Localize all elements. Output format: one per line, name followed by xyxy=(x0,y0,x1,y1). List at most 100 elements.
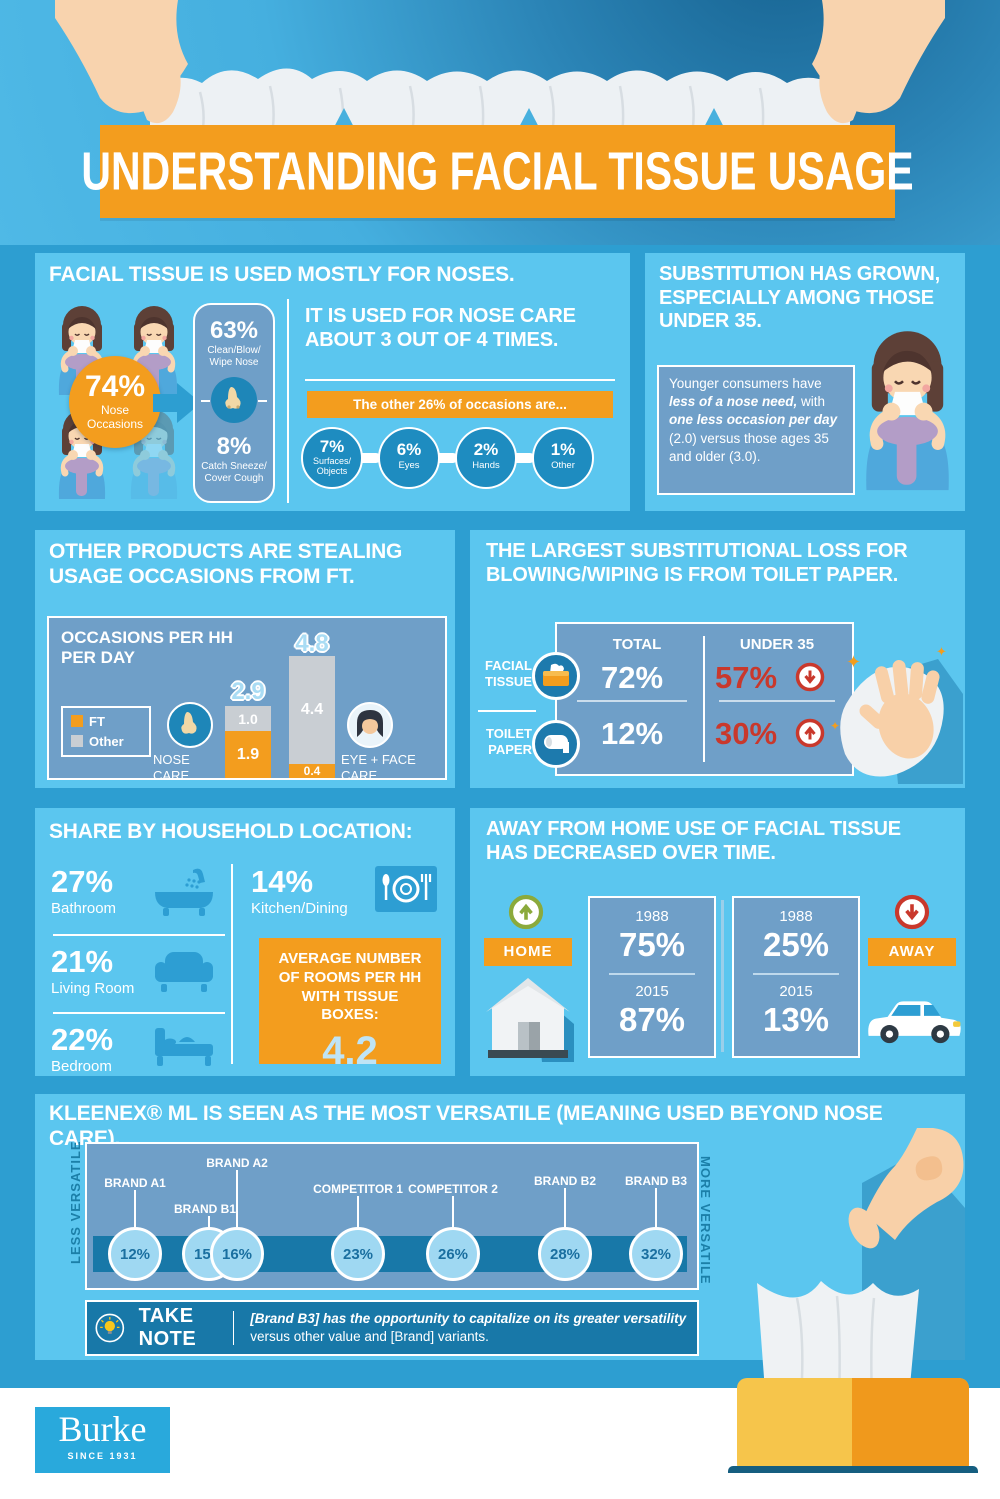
bed-icon xyxy=(155,1028,213,1066)
bar-category-label: NOSE CARE xyxy=(153,752,190,783)
page-title: UNDERSTANDING FACIAL TISSUE USAGE xyxy=(81,140,914,202)
away-years-panel: 1988 25% 2015 13% xyxy=(732,896,860,1058)
chart-title: OCCASIONS PER HH PER DAY xyxy=(61,628,233,668)
section-toilet-paper: THE LARGEST SUBSTITUTIONAL LOSS FOR BLOW… xyxy=(470,530,965,788)
tp-under35-value: 30% xyxy=(715,716,778,751)
brand-score: 28% xyxy=(538,1227,592,1281)
nose-icon xyxy=(167,702,213,748)
section-nose-usage: FACIAL TISSUE IS USED MOSTLY FOR NOSES. xyxy=(35,253,630,511)
row-label-toilet-paper: TOILET PAPER xyxy=(486,726,532,757)
take-note-label: TAKE NOTE xyxy=(138,1305,197,1350)
divider xyxy=(305,379,615,381)
section-heading: SUBSTITUTION HAS GROWN, ESPECIALLY AMONG… xyxy=(659,263,940,333)
brand-label: BRAND A1 xyxy=(104,1176,166,1190)
right-hand-icon xyxy=(812,0,945,124)
bar-total: 4.8 xyxy=(295,630,329,657)
versatility-scale-panel: BRAND A1 12% BRAND B1 15% BRAND A2 16% C… xyxy=(85,1142,699,1290)
nose-occasions-pct: 74% xyxy=(84,370,146,403)
section-versatility: KLEENEX® ML IS SEEN AS THE MOST VERSATIL… xyxy=(35,1094,965,1360)
toilet-paper-icon xyxy=(532,720,580,768)
section-substitution: SUBSTITUTION HAS GROWN, ESPECIALLY AMONG… xyxy=(645,253,965,511)
nose-occasions-badge: 74% Nose Occasions xyxy=(69,356,161,448)
col-header-under35: UNDER 35 xyxy=(739,636,815,653)
brand-score: 12% xyxy=(108,1227,162,1281)
chart-legend: FT Other xyxy=(61,706,151,757)
svg-text:✦: ✦ xyxy=(936,644,947,659)
stacked-bar-eye-face-care: 4.4 0.4 xyxy=(289,656,335,778)
brand-score: 26% xyxy=(426,1227,480,1281)
other-item-circle: 2% Hands xyxy=(455,427,517,489)
sofa-icon xyxy=(155,952,213,992)
stacked-bar-nose-care: 1.0 1.9 xyxy=(225,706,271,778)
avg-rooms-title: AVERAGE NUMBER OF ROOMS PER HH WITH TISS… xyxy=(278,950,422,1024)
tp-total-value: 12% xyxy=(600,716,664,751)
take-note-bar: TAKE NOTE [Brand B3] has the opportunity… xyxy=(85,1300,699,1356)
avg-rooms-value: 4.2 xyxy=(322,1029,378,1073)
avg-rooms-box: AVERAGE NUMBER OF ROOMS PER HH WITH TISS… xyxy=(259,938,441,1073)
section-heading: SHARE BY HOUSEHOLD LOCATION: xyxy=(49,820,413,843)
lightbulb-icon xyxy=(95,1313,125,1343)
house-icon xyxy=(486,978,574,1062)
left-hand-icon xyxy=(55,0,188,124)
household-item-kitchen: 14% Kitchen/Dining xyxy=(251,864,348,917)
brand-label: COMPETITOR 2 xyxy=(408,1182,498,1196)
arrow-right-icon xyxy=(153,394,177,412)
up-arrow-circled-icon xyxy=(795,718,825,748)
household-item-bedroom: 22% Bedroom xyxy=(51,1022,114,1075)
brand-label: BRAND B2 xyxy=(533,1174,597,1188)
section-heading: THE LARGEST SUBSTITUTIONAL LOSS FOR BLOW… xyxy=(486,540,908,586)
section-heading: OTHER PRODUCTS ARE STEALING USAGE OCCASI… xyxy=(49,540,403,588)
other-item-circle: 6% Eyes xyxy=(378,427,440,489)
wiping-hand-illustration: ✦ ✦ ✦ xyxy=(830,644,963,784)
title-banner: UNDERSTANDING FACIAL TISSUE USAGE xyxy=(81,125,914,218)
brand-label: BRAND B1 xyxy=(173,1202,237,1216)
other-item-circle: 1% Other xyxy=(532,427,594,489)
car-icon xyxy=(868,1001,961,1044)
other-occasions-bar: The other 26% of occasions are... xyxy=(307,391,613,418)
home-label: HOME xyxy=(484,938,572,966)
occasions-chart-panel: OCCASIONS PER HH PER DAY FT Other NOSE C… xyxy=(47,616,447,783)
eye-face-icon xyxy=(347,702,393,748)
burke-logo: Burke SINCE 1931 xyxy=(35,1407,170,1473)
take-note-text: [Brand B3] has the opportunity to capita… xyxy=(250,1310,687,1344)
nose-breakdown-panel: 63% Clean/Blow/ Wipe Nose 8% Catch Sneez… xyxy=(193,303,275,503)
row-label-facial-tissue: FACIAL TISSUE xyxy=(485,658,532,689)
brand-label: BRAND B3 xyxy=(624,1174,688,1188)
section-stealing: OTHER PRODUCTS ARE STEALING USAGE OCCASI… xyxy=(35,530,455,788)
nose-icon xyxy=(211,377,257,423)
woman-blowing-nose-illustration xyxy=(845,305,970,511)
bar-total: 2.9 xyxy=(231,678,265,705)
nose-subheading: IT IS USED FOR NOSE CARE ABOUT 3 OUT OF … xyxy=(305,305,576,351)
sneeze-label: Catch Sneeze/ Cover Cough xyxy=(201,461,267,484)
brand-score: 23% xyxy=(331,1227,385,1281)
other-item-circle: 7% Surfaces/ Objects xyxy=(301,427,363,489)
away-label: AWAY xyxy=(868,938,956,966)
bathtub-icon xyxy=(155,868,213,916)
ft-under35-value: 57% xyxy=(715,660,778,695)
down-arrow-circled-red-icon xyxy=(894,894,930,930)
substitution-note-panel: Younger consumers have less of a nose ne… xyxy=(657,365,855,495)
brand-name: Burke xyxy=(58,1409,147,1449)
brand-score: 32% xyxy=(629,1227,683,1281)
axis-label-more-versatile: MORE VERSATILE xyxy=(698,1156,713,1285)
section-household: SHARE BY HOUSEHOLD LOCATION: 27% Bathroo… xyxy=(35,808,455,1076)
section-heading: AWAY FROM HOME USE OF FACIAL TISSUE HAS … xyxy=(486,818,901,864)
clean-pct: 63% xyxy=(209,317,259,344)
substitution-body: Younger consumers have less of a nose ne… xyxy=(669,376,838,464)
section-away-from-home: AWAY FROM HOME USE OF FACIAL TISSUE HAS … xyxy=(470,808,965,1076)
up-arrow-circled-green-icon xyxy=(508,894,544,930)
tissue-box-pull-illustration xyxy=(728,1128,978,1473)
svg-text:✦: ✦ xyxy=(846,652,861,672)
bar-category-label: EYE + FACE CARE xyxy=(341,752,416,783)
down-arrow-circled-icon xyxy=(795,662,825,692)
clean-label: Clean/Blow/ Wipe Nose xyxy=(207,345,261,368)
axis-label-less-versatile: LESS VERSATILE xyxy=(68,1140,83,1264)
col-header-total: TOTAL xyxy=(612,636,662,653)
brand-label: COMPETITOR 1 xyxy=(313,1182,403,1196)
divider xyxy=(287,299,289,503)
home-years-panel: 1988 75% 2015 87% xyxy=(588,896,716,1058)
brand-score: 16% xyxy=(210,1227,264,1281)
household-item-living-room: 21% Living Room xyxy=(51,944,135,997)
tissue-box-icon xyxy=(532,652,580,700)
